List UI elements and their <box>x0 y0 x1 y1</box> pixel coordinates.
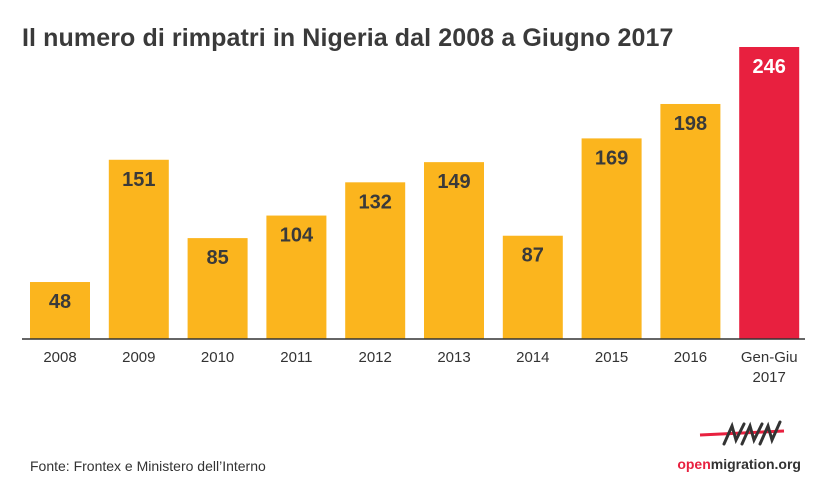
bar-2009 <box>108 159 169 339</box>
barbed-wire-logo-icon <box>699 420 785 446</box>
category-label: 2011 <box>280 349 312 366</box>
brand-prefix: open <box>677 456 711 472</box>
category-label: 2016 <box>674 349 707 366</box>
value-label: 85 <box>206 247 228 269</box>
value-label: 87 <box>522 245 544 267</box>
value-label: 198 <box>674 113 707 135</box>
bar-2011 <box>266 215 327 339</box>
value-label: 104 <box>280 225 314 247</box>
category-label: 2008 <box>43 349 76 366</box>
category-label: 2012 <box>359 349 392 366</box>
value-label: 169 <box>595 147 628 169</box>
category-label: 2009 <box>122 349 155 366</box>
brand-name[interactable]: openmigration.org <box>677 456 801 472</box>
category-label: 2013 <box>437 349 470 366</box>
bar-2013 <box>424 162 484 339</box>
category-label: 2014 <box>516 349 549 366</box>
chart-title: Il numero di rimpatri in Nigeria dal 200… <box>22 24 674 52</box>
category-label: 2010 <box>201 349 234 366</box>
bar-2012 <box>345 182 406 339</box>
category-label: Gen-Giu <box>741 349 798 366</box>
bar-2015 <box>581 138 642 339</box>
bar-2016 <box>660 103 721 339</box>
value-label: 48 <box>49 291 71 313</box>
value-label: 246 <box>753 56 786 78</box>
category-label: 2015 <box>595 349 628 366</box>
bar-gen-giu-2017 <box>739 47 800 339</box>
brand-suffix: migration.org <box>710 456 801 472</box>
category-label: 2017 <box>753 369 786 386</box>
bar-2014 <box>502 235 563 339</box>
value-label: 151 <box>122 169 155 191</box>
bar-2010 <box>187 238 248 339</box>
bar-chart: 48 2008 151 2009 85 2010 104 2011 132 2012 149 2013… <box>22 47 805 386</box>
source-note: Fonte: Frontex e Ministero dell’Interno <box>30 458 266 474</box>
value-label: 149 <box>437 171 470 193</box>
value-label: 132 <box>359 191 392 213</box>
bar-2008 <box>30 282 90 339</box>
